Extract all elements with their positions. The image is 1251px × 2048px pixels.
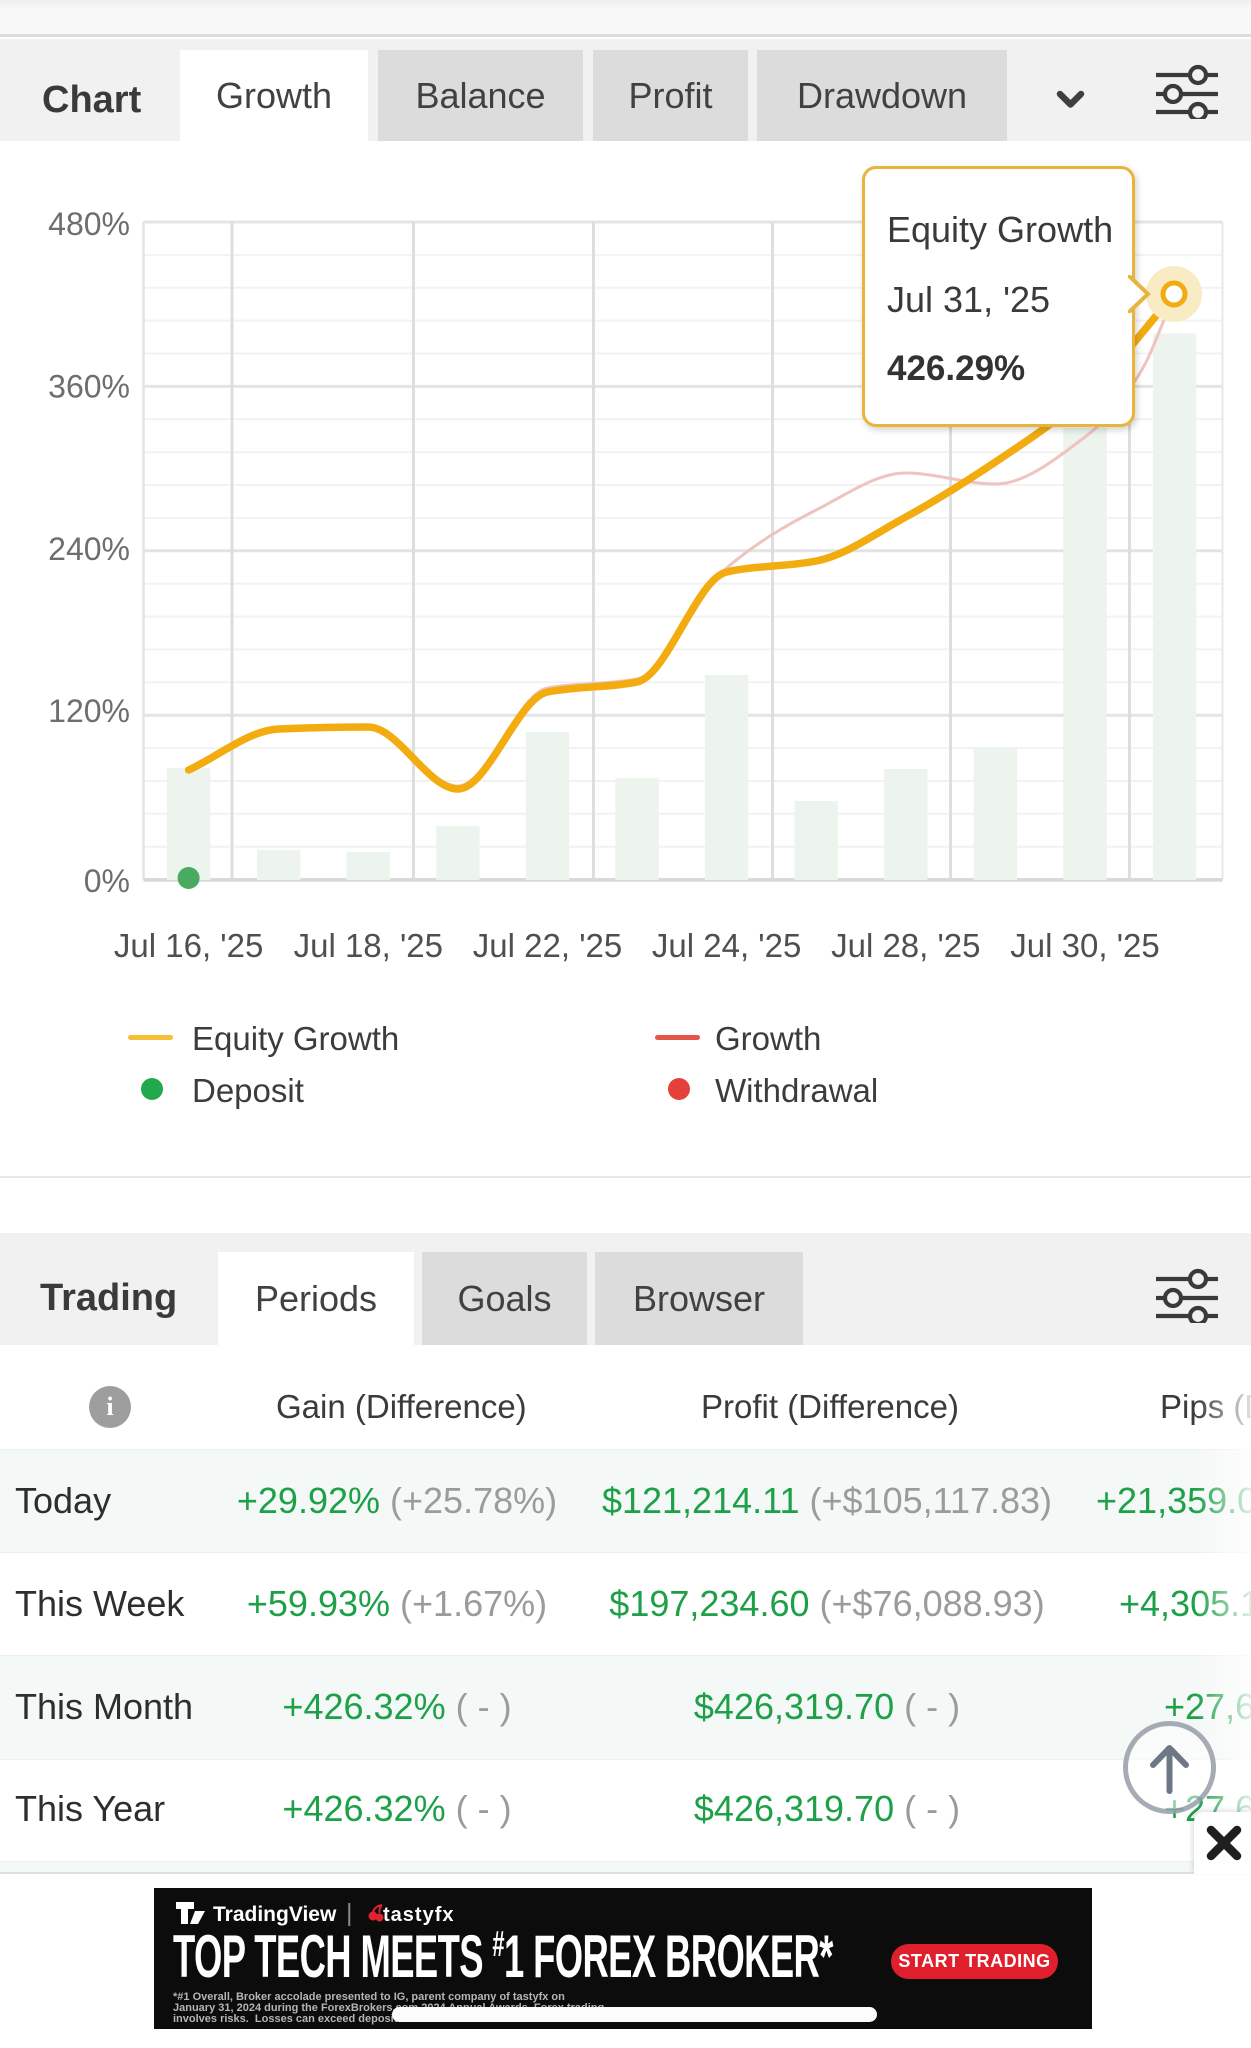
svg-text:0%: 0% [84,863,130,899]
svg-text:Jul 16, '25: Jul 16, '25 [114,927,263,964]
svg-text:Jul 22, '25: Jul 22, '25 [473,927,622,964]
svg-text:120%: 120% [48,693,130,729]
svg-text:Jul 18, '25: Jul 18, '25 [294,927,443,964]
svg-text:480%: 480% [48,206,130,242]
svg-text:Jul 28, '25: Jul 28, '25 [831,927,980,964]
svg-text:360%: 360% [48,368,130,404]
svg-text:Jul 30, '25: Jul 30, '25 [1010,927,1159,964]
svg-text:240%: 240% [48,531,130,567]
svg-text:Jul 24, '25: Jul 24, '25 [652,927,801,964]
